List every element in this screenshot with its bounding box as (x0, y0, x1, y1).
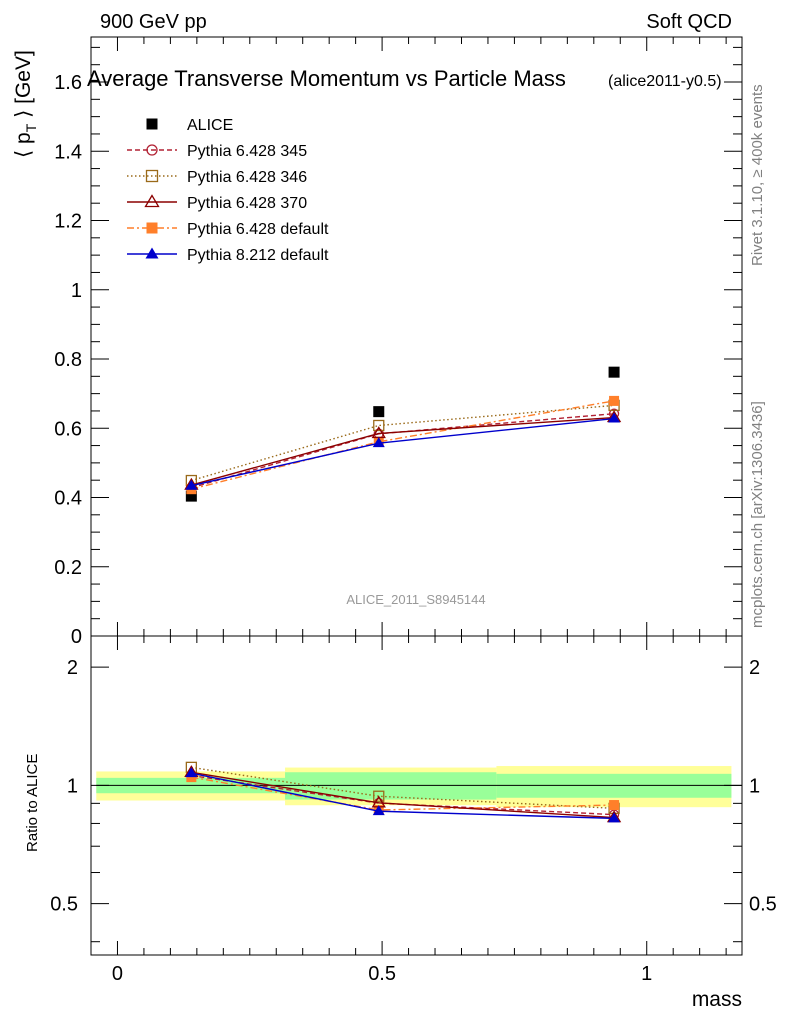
analysis-label: ALICE_2011_S8945144 (346, 592, 485, 607)
ratio-tick-label: 1 (67, 775, 78, 797)
legend-label: Pythia 6.428 346 (187, 169, 307, 186)
y-tick-label: 1.2 (54, 211, 82, 233)
y-axis-label-close: ⟩ [GeV] (12, 50, 35, 124)
series-line (191, 416, 615, 486)
x-tick-label: 0 (112, 963, 123, 985)
data-point (373, 406, 385, 418)
ratio-band-inner (285, 772, 497, 800)
legend-label: Pythia 6.428 default (187, 221, 329, 238)
ratio-point (609, 800, 620, 811)
x-tick-label: 0.5 (368, 963, 396, 985)
ratio-series (184, 761, 622, 823)
data-point (373, 419, 385, 432)
ratio-series-line (191, 774, 615, 816)
series-line (191, 417, 615, 487)
category-label: Soft QCD (646, 11, 732, 33)
legend-marker (144, 194, 160, 208)
collision-label: 900 GeV pp (100, 11, 207, 33)
data-point (372, 437, 385, 448)
data-point (609, 395, 620, 406)
mcplots-label: mcplots.cern.ch [arXiv:1306.3436] (749, 401, 766, 628)
legend-label: Pythia 6.428 345 (187, 143, 307, 160)
legend-marker (145, 169, 159, 183)
series-line (191, 404, 615, 482)
series-line (191, 400, 615, 490)
ratio-tick-label-right: 1 (749, 775, 760, 797)
legend: ALICE Pythia 6.428 345 Pythia 6.428 346 Pyt… (127, 117, 329, 264)
ratio-tick-label-right: 2 (749, 657, 760, 679)
legend-label: Pythia 8.212 default (187, 247, 329, 264)
ratio-plot-frame (90, 635, 743, 956)
ratio-point (372, 805, 385, 816)
y-axis-label-sub: T (23, 123, 39, 132)
data-point (185, 479, 198, 490)
y-tick-label: 0.8 (54, 349, 82, 371)
y-tick-label: 1.6 (54, 72, 82, 94)
ratio-series-line (191, 771, 615, 819)
ratio-tick-label: 2 (67, 657, 78, 679)
y-tick-label: 0.4 (54, 488, 82, 510)
x-tick-label: 1 (641, 963, 652, 985)
y-axis-label: ⟨ pT ⟩ [GeV] (12, 50, 39, 158)
chart-tag: (alice2011-y0.5) (608, 73, 722, 90)
axes: 0 0.5 1 0 0.2 0.4 0.6 0.8 1 1.2 1.4 1.6 0.5 0.5 1 1 2 2 (50, 37, 777, 985)
y-tick-label: 0.2 (54, 557, 82, 579)
rivet-label: Rivet 3.1.10, ≥ 400k events (749, 84, 766, 266)
main-series (184, 366, 622, 502)
ratio-y-axis-label: Ratio to ALICE (24, 754, 41, 852)
data-point (608, 412, 621, 423)
chart-title: Average Transverse Momentum vs Particle … (87, 66, 566, 91)
x-axis-label: mass (692, 988, 742, 1011)
legend-marker (145, 247, 159, 259)
ratio-point (185, 767, 198, 778)
y-tick-label: 1.4 (54, 141, 82, 163)
y-tick-label: 0.6 (54, 418, 82, 440)
ratio-point (373, 790, 385, 802)
data-point (608, 366, 620, 378)
y-axis-label-open: ⟨ p (12, 132, 35, 158)
y-tick-label: 0 (71, 626, 82, 648)
legend-marker (146, 222, 158, 234)
legend-label: ALICE (187, 117, 233, 134)
ratio-tick-label: 0.5 (50, 894, 78, 916)
legend-marker (146, 118, 158, 130)
y-tick-label: 1 (71, 280, 82, 302)
ratio-point (608, 812, 621, 823)
legend-marker (146, 144, 158, 156)
ratio-tick-label-right: 0.5 (749, 894, 777, 916)
legend-label: Pythia 6.428 370 (187, 195, 307, 212)
data-point (185, 490, 197, 502)
